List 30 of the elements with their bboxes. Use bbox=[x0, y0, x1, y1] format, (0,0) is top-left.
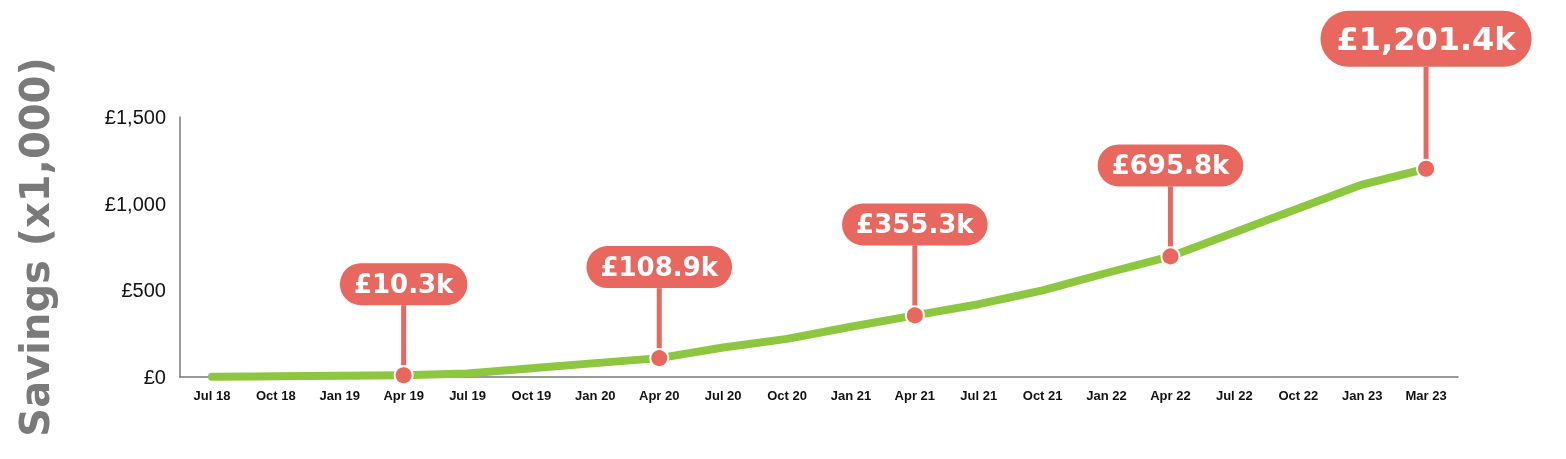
y-tick-label: £1,500 bbox=[104, 106, 166, 128]
data-label: £695.8k bbox=[1111, 150, 1230, 181]
x-tick-label: Oct 21 bbox=[1022, 388, 1063, 403]
x-tick-label: Apr 19 bbox=[383, 388, 424, 403]
x-tick-label: Apr 20 bbox=[639, 388, 680, 403]
data-label: £108.9k bbox=[600, 252, 719, 283]
data-label: £10.3k bbox=[353, 269, 455, 300]
x-tick-label: Apr 22 bbox=[1150, 388, 1191, 403]
y-tick-label: £1,000 bbox=[104, 192, 166, 215]
x-tick-label: Mar 23 bbox=[1405, 388, 1447, 403]
x-tick-label: Jul 22 bbox=[1215, 388, 1253, 403]
x-tick-label: Oct 19 bbox=[511, 388, 552, 403]
x-tick-label: Jan 22 bbox=[1086, 388, 1127, 403]
x-tick-label: Oct 20 bbox=[767, 388, 807, 403]
x-tick-label: Jul 20 bbox=[704, 388, 742, 403]
data-label: £355.3k bbox=[856, 209, 975, 240]
x-tick-label: Jul 21 bbox=[960, 388, 998, 403]
x-tick-label: Jan 20 bbox=[575, 388, 616, 403]
x-tick-label: Oct 22 bbox=[1278, 388, 1319, 403]
x-tick-label: Jul 19 bbox=[449, 388, 486, 403]
y-tick-label: £0 bbox=[143, 366, 166, 388]
data-label: £1,201.4k bbox=[1336, 19, 1517, 58]
x-tick-label: Apr 21 bbox=[894, 388, 936, 403]
x-tick-label: Oct 18 bbox=[255, 388, 296, 403]
y-tick-label: £500 bbox=[121, 279, 166, 302]
y-axis-title: Savings (x1,000) bbox=[12, 57, 58, 437]
x-tick-label: Jan 21 bbox=[830, 388, 872, 403]
x-tick-label: Jan 23 bbox=[1341, 388, 1383, 403]
x-tick-label: Jul 18 bbox=[193, 388, 231, 403]
x-tick-label: Jan 19 bbox=[319, 388, 360, 403]
